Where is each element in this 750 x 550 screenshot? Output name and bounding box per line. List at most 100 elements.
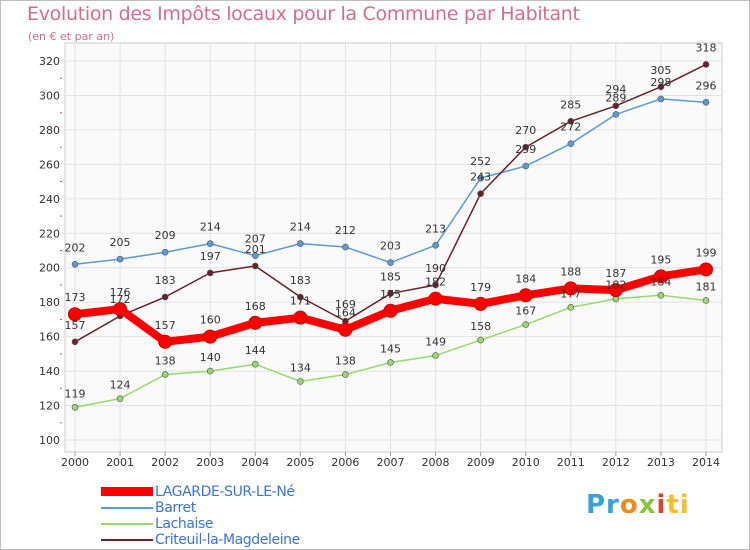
data-point: [116, 395, 124, 402]
legend-swatch: [101, 539, 153, 541]
data-label: 177: [560, 287, 581, 300]
x-tick-label: 2014: [692, 456, 720, 469]
data-label: 185: [380, 271, 401, 284]
data-point: [432, 242, 439, 249]
x-tick-label: 2003: [196, 456, 224, 469]
x-tick-label: 2013: [647, 456, 675, 469]
data-point: [338, 322, 353, 337]
data-point: [702, 297, 710, 304]
data-point: [113, 302, 128, 317]
data-point: [477, 190, 484, 197]
data-point: [342, 371, 349, 378]
y-tick-label: 280: [39, 124, 60, 137]
data-point: [248, 315, 263, 330]
legend-swatch: [101, 523, 153, 525]
data-label: 214: [290, 221, 311, 234]
data-point: [657, 95, 665, 103]
data-label: 145: [380, 342, 401, 355]
data-point: [699, 262, 713, 277]
chart-title: Evolution des Impôts locaux pour la Comm…: [27, 3, 580, 25]
data-label: 207: [245, 233, 266, 246]
y-tick-label: 160: [39, 331, 60, 344]
data-point: [522, 143, 530, 151]
data-label: 182: [425, 276, 446, 289]
data-label: 149: [425, 336, 446, 349]
data-point: [68, 307, 82, 322]
data-label: 203: [380, 240, 401, 253]
data-point: [657, 291, 665, 299]
data-label: 187: [605, 267, 626, 280]
data-point: [161, 371, 169, 378]
data-point: [522, 162, 530, 170]
y-tick-label: 180: [39, 296, 60, 309]
data-label: 179: [470, 281, 491, 294]
data-point: [383, 303, 398, 318]
data-label: 296: [696, 79, 717, 92]
legend-swatch: [101, 487, 153, 496]
data-point: [206, 269, 214, 277]
data-point: [612, 111, 620, 118]
y-tick-label: 260: [39, 158, 60, 171]
data-label: 160: [200, 314, 221, 327]
data-label: 270: [515, 124, 536, 137]
data-label: 138: [335, 355, 356, 368]
data-point: [702, 61, 710, 68]
data-label: 190: [425, 262, 446, 275]
data-point: [297, 293, 304, 301]
x-tick-label: 2011: [557, 456, 585, 469]
y-tick-label: 220: [39, 227, 60, 240]
logo-part: ti: [666, 490, 690, 520]
y-tick-label: 320: [39, 55, 60, 68]
data-point: [251, 252, 259, 259]
data-label: 183: [155, 274, 176, 287]
data-label: 134: [290, 361, 311, 374]
data-point: [563, 281, 578, 296]
data-label: 157: [65, 319, 86, 332]
data-label: 188: [560, 265, 581, 278]
data-point: [251, 262, 259, 270]
data-label: 272: [560, 121, 581, 134]
data-label: 176: [110, 286, 131, 299]
x-tick-label: 2001: [106, 456, 134, 469]
data-point: [657, 83, 665, 91]
data-point: [71, 403, 79, 411]
data-label: 298: [650, 76, 671, 89]
logo-part: x: [638, 490, 657, 520]
data-point: [116, 255, 124, 263]
data-label: 119: [65, 387, 86, 400]
data-point: [297, 378, 304, 385]
logo-part: o: [619, 490, 639, 520]
plot-area: [64, 42, 723, 453]
data-label: 294: [605, 83, 626, 96]
data-point: [567, 117, 575, 125]
data-label: 172: [110, 293, 131, 306]
data-label: 252: [470, 155, 491, 168]
x-tick-label: 2004: [241, 456, 269, 469]
data-label: 183: [290, 274, 311, 287]
x-tick-label: 2010: [512, 456, 540, 469]
data-label: 289: [605, 91, 626, 104]
y-tick-label: 140: [39, 365, 60, 378]
data-label: 184: [650, 275, 671, 288]
data-label: 182: [605, 279, 626, 292]
data-point: [71, 260, 79, 268]
data-label: 144: [245, 344, 266, 357]
data-label: 205: [110, 236, 131, 249]
legend-label: LAGARDE-SUR-LE-Né: [155, 484, 295, 500]
data-point: [432, 281, 439, 289]
data-point: [387, 290, 394, 297]
data-label: 259: [515, 143, 536, 156]
data-point: [608, 283, 623, 298]
data-point: [653, 269, 668, 284]
data-label: 138: [155, 355, 176, 368]
chart-subtitle: (en € et par an): [28, 30, 115, 43]
data-label: 213: [425, 222, 446, 235]
x-tick-label: 2005: [286, 456, 314, 469]
x-tick-label: 2002: [151, 456, 179, 469]
data-point: [161, 293, 169, 301]
data-point: [206, 240, 214, 247]
x-tick-label: 2006: [331, 456, 359, 469]
data-point: [522, 321, 530, 328]
data-label: 305: [650, 64, 671, 77]
data-label: 195: [650, 253, 671, 266]
